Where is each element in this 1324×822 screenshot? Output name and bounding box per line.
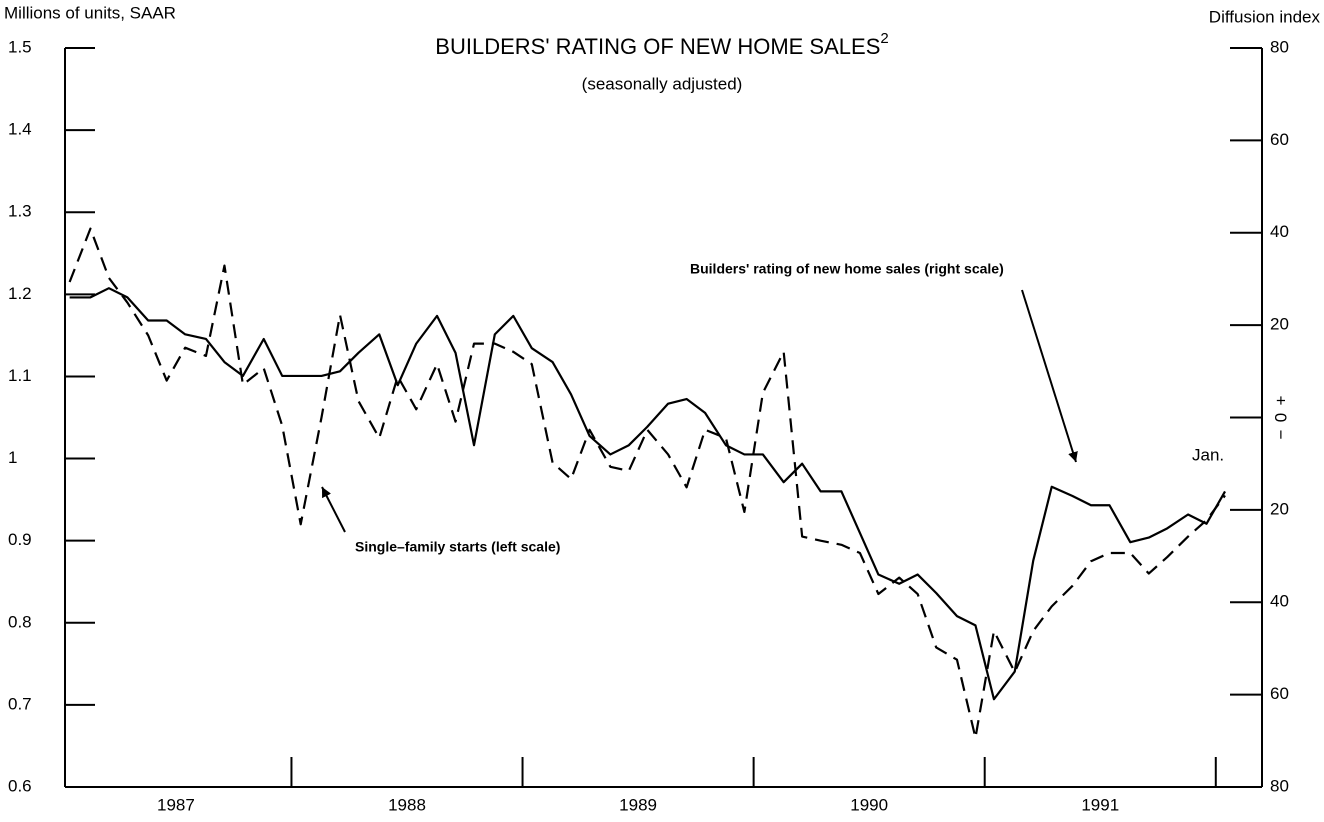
y-tick-label: 1 xyxy=(8,448,17,467)
y2-tick-label: 80 xyxy=(1270,776,1289,795)
y2-zero-sign: − xyxy=(1271,429,1290,439)
y2-tick-label: 80 xyxy=(1270,37,1289,56)
title-text: BUILDERS' RATING OF NEW HOME SALES xyxy=(435,34,880,59)
y-tick-label: 0.6 xyxy=(8,776,32,795)
chart-title: BUILDERS' RATING OF NEW HOME SALES2 xyxy=(435,30,888,59)
title-superscript: 2 xyxy=(880,30,888,47)
y-tick-label: 1.3 xyxy=(8,202,32,221)
annotation: Single–family starts (left scale) xyxy=(355,539,560,555)
y2-tick-label: 40 xyxy=(1270,222,1289,241)
x-tick-label: 1990 xyxy=(850,795,888,814)
y2-tick-label: 20 xyxy=(1270,499,1289,518)
annotation-arrow xyxy=(321,486,346,533)
annotation: Builders' rating of new home sales (righ… xyxy=(690,261,1004,277)
y2-zero-sign: + xyxy=(1271,395,1290,405)
y2-tick-label: 40 xyxy=(1270,592,1289,611)
y2-axis-label: Diffusion index xyxy=(1209,7,1321,26)
y-tick-label: 0.8 xyxy=(8,612,32,631)
x-tick-label: 1987 xyxy=(157,795,195,814)
annotation-arrow xyxy=(1021,289,1078,463)
y-tick-label: 1.1 xyxy=(8,366,32,385)
y-axis-label: Millions of units, SAAR xyxy=(4,3,176,22)
x-tick-label: 1989 xyxy=(619,795,657,814)
x-tick-label: 1991 xyxy=(1081,795,1119,814)
series-line xyxy=(68,227,1226,739)
chart-subtitle: (seasonally adjusted) xyxy=(582,74,743,93)
y2-tick-label: 20 xyxy=(1270,315,1289,334)
x-tick-label: 1988 xyxy=(388,795,426,814)
y-tick-label: 1.2 xyxy=(8,284,32,303)
y2-tick-label: 0 xyxy=(1271,413,1290,422)
y2-tick-label: 60 xyxy=(1270,684,1289,703)
series-line xyxy=(69,287,1226,701)
y-tick-label: 1.4 xyxy=(8,120,32,139)
y2-tick-label: 60 xyxy=(1270,130,1289,149)
y-tick-label: 0.7 xyxy=(8,694,32,713)
y-tick-label: 0.9 xyxy=(8,530,32,549)
end-label: Jan. xyxy=(1192,445,1224,464)
y-tick-label: 1.5 xyxy=(8,37,32,56)
